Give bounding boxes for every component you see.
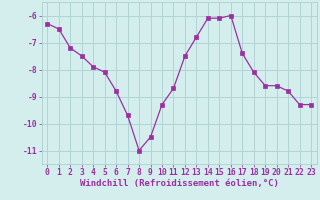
X-axis label: Windchill (Refroidissement éolien,°C): Windchill (Refroidissement éolien,°C) xyxy=(80,179,279,188)
